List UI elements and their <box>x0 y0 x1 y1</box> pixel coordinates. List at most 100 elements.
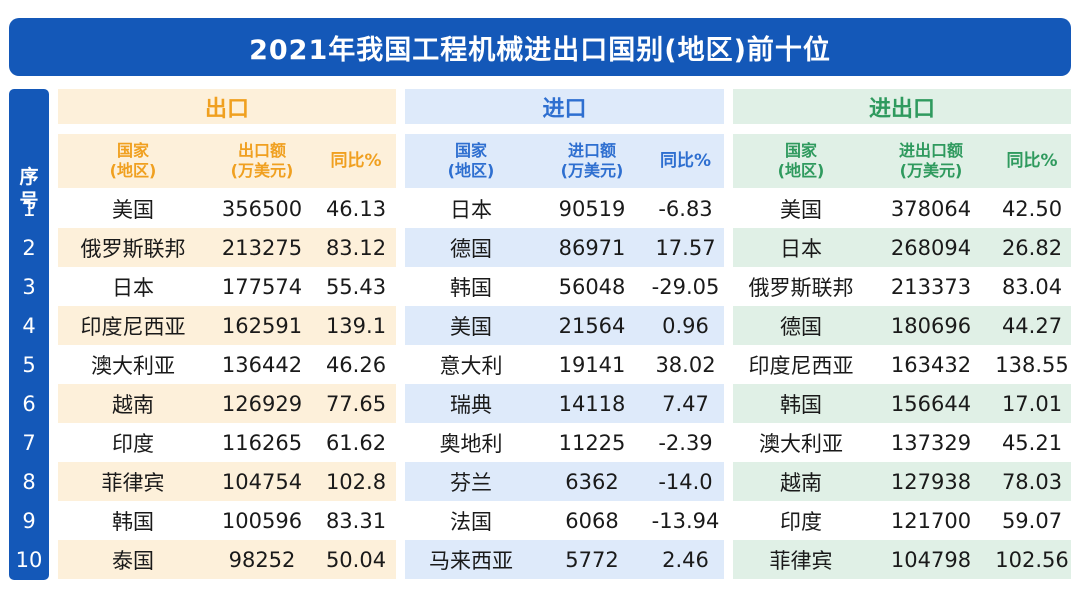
table-row: 马来西亚 5772 2.46 <box>405 540 724 579</box>
total-cell-amount: 268094 <box>890 235 972 260</box>
import-header-country: 国家 (地区) <box>405 134 537 188</box>
total-cell-amount: 104798 <box>890 547 972 572</box>
export-header-yoy: 同比% <box>330 151 382 171</box>
import-cell-country: 法国 <box>450 509 492 534</box>
import-cell-country: 德国 <box>450 236 492 261</box>
total-cell-country: 德国 <box>780 314 822 339</box>
table-row: 美国 378064 42.50 <box>733 189 1071 228</box>
import-cell-yoy: 7.47 <box>662 391 709 416</box>
table-row: 瑞典 14118 7.47 <box>405 384 724 423</box>
import-cell-yoy: 17.57 <box>655 235 716 260</box>
total-cell-amount: 156644 <box>890 391 972 416</box>
table-row: 越南 127938 78.03 <box>733 462 1071 501</box>
import-cell-country: 奥地利 <box>439 431 503 456</box>
index-number: 1 <box>22 196 36 221</box>
import-cell-country: 瑞典 <box>450 392 492 417</box>
table-row: 日本 268094 26.82 <box>733 228 1071 267</box>
table-row: 法国 6068 -13.94 <box>405 501 724 540</box>
import-header-country-line: 国家 <box>454 141 487 160</box>
total-cell-amount: 180696 <box>890 313 972 338</box>
export-cell-yoy: 55.43 <box>325 274 387 299</box>
import-cell-amount: 56048 <box>558 274 626 299</box>
export-cell-country: 日本 <box>112 275 154 300</box>
total-cell-country: 印度 <box>780 509 822 534</box>
export-header-country-line: (地区) <box>109 161 157 180</box>
total-cell-country: 日本 <box>780 236 822 261</box>
total-cell-country: 菲律宾 <box>769 548 833 573</box>
table-row: 美国 356500 46.13 <box>58 189 396 228</box>
export-cell-amount: 213275 <box>221 235 303 260</box>
table-row: 印度尼西亚 163432 138.55 <box>733 345 1071 384</box>
total-cell-country: 澳大利亚 <box>759 431 843 456</box>
table-row: 德国 86971 17.57 <box>405 228 724 267</box>
total-header-country-line: 国家 <box>784 141 817 160</box>
total-header-country: 国家 (地区) <box>733 134 869 188</box>
table-row: 菲律宾 104798 102.56 <box>733 540 1071 579</box>
export-cell-country: 印度尼西亚 <box>80 314 186 339</box>
total-section-title: 进出口 <box>733 89 1071 124</box>
import-cell-yoy: 0.96 <box>662 313 709 338</box>
table-row: 印度 116265 61.62 <box>58 423 396 462</box>
export-cell-country: 泰国 <box>112 548 154 573</box>
import-cell-yoy: 38.02 <box>655 352 716 377</box>
import-section: 进口 国家 (地区) 进口额 (万美元) 同比% 日本 90519 -6.83 德国 86971 17… <box>405 89 724 580</box>
table-row: 印度尼西亚 162591 139.1 <box>58 306 396 345</box>
total-cell-country: 美国 <box>780 197 822 222</box>
export-cell-yoy: 61.62 <box>325 430 387 455</box>
total-cell-amount: 213373 <box>890 274 972 299</box>
export-header-amount-line: 出口额 <box>237 141 286 160</box>
total-cell-amount: 378064 <box>890 196 972 221</box>
export-cell-country: 菲律宾 <box>101 470 165 495</box>
total-cell-yoy: 42.50 <box>1001 196 1063 221</box>
total-cell-country: 印度尼西亚 <box>748 353 854 378</box>
total-cell-amount: 163432 <box>890 352 972 377</box>
index-number: 3 <box>22 274 36 299</box>
total-header-amount-line: 进出口额 <box>898 141 963 160</box>
import-cell-amount: 6362 <box>565 469 619 494</box>
total-header-country-line: (地区) <box>777 161 825 180</box>
table-row: 俄罗斯联邦 213275 83.12 <box>58 228 396 267</box>
index-number: 9 <box>22 508 36 533</box>
export-cell-country: 美国 <box>112 197 154 222</box>
export-cell-yoy: 77.65 <box>325 391 387 416</box>
total-cell-yoy: 102.56 <box>995 547 1069 572</box>
table-row: 俄罗斯联邦 213373 83.04 <box>733 267 1071 306</box>
import-cell-yoy: -6.83 <box>658 196 713 221</box>
export-cell-country: 韩国 <box>112 509 154 534</box>
import-header-band <box>405 134 724 188</box>
export-header-country-line: 国家 <box>116 141 149 160</box>
table-row: 越南 126929 77.65 <box>58 384 396 423</box>
table-row: 印度 121700 59.07 <box>733 501 1071 540</box>
table-row: 泰国 98252 50.04 <box>58 540 396 579</box>
import-header-amount: 进口额 (万美元) <box>537 134 647 188</box>
export-section-title: 出口 <box>58 89 396 124</box>
table-row: 美国 21564 0.96 <box>405 306 724 345</box>
table-row: 芬兰 6362 -14.0 <box>405 462 724 501</box>
total-section: 进出口 国家 (地区) 进出口额 (万美元) 同比% 美国 378064 42.50 日本 2680… <box>733 89 1071 580</box>
table-row: 日本 90519 -6.83 <box>405 189 724 228</box>
index-header-char: 号 <box>19 190 39 212</box>
import-cell-amount: 86971 <box>558 235 626 260</box>
import-cell-amount: 5772 <box>565 547 619 572</box>
total-header-band <box>733 134 1071 188</box>
total-cell-yoy: 45.21 <box>1001 430 1063 455</box>
export-cell-yoy: 83.12 <box>325 235 387 260</box>
export-cell-yoy: 46.26 <box>325 352 387 377</box>
export-cell-country: 澳大利亚 <box>91 353 175 378</box>
export-header-band <box>58 134 396 188</box>
table-row: 韩国 156644 17.01 <box>733 384 1071 423</box>
import-cell-amount: 21564 <box>558 313 626 338</box>
import-cell-amount: 14118 <box>558 391 626 416</box>
index-number: 8 <box>22 469 36 494</box>
export-cell-yoy: 102.8 <box>325 469 387 494</box>
export-cell-amount: 100596 <box>221 508 303 533</box>
total-cell-amount: 137329 <box>890 430 972 455</box>
export-cell-amount: 98252 <box>228 547 296 572</box>
export-header-amount-line: (万美元) <box>230 161 294 180</box>
export-cell-amount: 116265 <box>221 430 303 455</box>
total-cell-yoy: 26.82 <box>1001 235 1063 260</box>
total-cell-country: 越南 <box>780 470 822 495</box>
export-header-country: 国家 (地区) <box>58 134 208 188</box>
total-header-amount: 进出口额 (万美元) <box>869 134 993 188</box>
index-number: 2 <box>22 235 36 260</box>
